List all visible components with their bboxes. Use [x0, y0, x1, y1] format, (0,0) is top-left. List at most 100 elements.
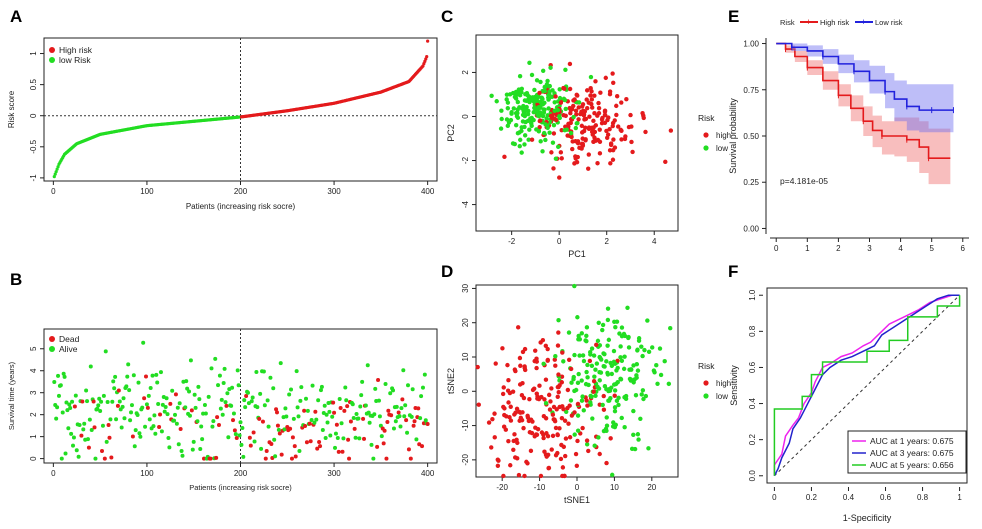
sample-point — [591, 139, 596, 144]
sample-point — [571, 376, 576, 382]
sample-point — [550, 140, 556, 145]
y-tick-label: 5 — [29, 346, 38, 351]
y-axis-label: Survival probability — [728, 98, 738, 174]
sample-point — [608, 360, 613, 366]
sample-point — [514, 406, 520, 412]
sample-point — [525, 461, 530, 466]
survival-point — [351, 416, 356, 421]
survival-point — [250, 395, 255, 400]
sample-point — [547, 407, 553, 412]
survival-point — [266, 424, 271, 429]
x-tick-label: 10 — [610, 483, 619, 492]
sample-point — [591, 378, 597, 384]
sample-point — [486, 420, 492, 425]
survival-point — [394, 404, 399, 409]
survival-point — [128, 418, 133, 423]
y-axis-label: Risk score — [7, 90, 16, 128]
sample-point — [511, 106, 516, 111]
sample-point — [552, 100, 557, 105]
sample-point — [550, 433, 556, 439]
sample-point — [597, 139, 603, 144]
x-axis-label: tSNE1 — [564, 495, 590, 505]
x-tick-label: 0.8 — [917, 493, 929, 502]
survival-point — [116, 388, 121, 393]
sample-point — [533, 348, 538, 353]
sample-point — [522, 133, 528, 138]
sample-point — [590, 416, 595, 421]
survival-point — [343, 385, 348, 390]
survival-point — [324, 412, 329, 417]
sample-point — [597, 451, 602, 457]
survival-point — [382, 428, 387, 433]
sample-point — [595, 384, 600, 389]
sample-point — [608, 161, 613, 166]
sample-point — [563, 113, 568, 118]
sample-point — [545, 434, 551, 439]
sample-point — [555, 144, 561, 149]
survival-point — [418, 416, 423, 421]
survival-point — [58, 383, 63, 388]
survival-point — [284, 414, 289, 419]
legend-label: low Risk — [59, 55, 91, 65]
survival-point — [402, 414, 407, 419]
sample-point — [619, 415, 624, 421]
sample-point — [510, 141, 516, 146]
sample-point — [605, 132, 611, 137]
survival-point — [218, 406, 223, 411]
sample-point — [559, 380, 565, 385]
sample-point — [522, 142, 527, 147]
sample-point — [574, 121, 579, 126]
survival-point — [260, 419, 265, 424]
survival-point — [265, 398, 270, 403]
sample-point — [611, 348, 617, 354]
survival-point — [114, 417, 119, 422]
legend-label: AUC at 3 years: 0.675 — [870, 448, 954, 458]
sample-point — [528, 116, 533, 121]
survival-point — [56, 373, 61, 378]
sample-point — [596, 110, 602, 116]
sample-point — [605, 343, 610, 348]
sample-point — [537, 124, 542, 130]
sample-point — [549, 150, 554, 155]
sample-point — [584, 88, 590, 93]
sample-point — [556, 372, 561, 377]
survival-point — [130, 434, 135, 439]
survival-point — [346, 437, 351, 442]
sample-point — [553, 156, 559, 161]
risk-point — [425, 55, 429, 59]
sample-point — [579, 130, 585, 135]
survival-point — [341, 436, 346, 441]
sample-point — [615, 379, 620, 385]
x-tick-label: 300 — [327, 469, 341, 478]
y-tick-label: 0.8 — [748, 325, 757, 337]
survival-point — [248, 443, 253, 448]
legend-title: Risk — [698, 113, 715, 123]
survival-point — [55, 405, 60, 410]
y-tick-label: 4 — [29, 368, 38, 373]
survival-point — [367, 420, 372, 425]
risk-point — [53, 172, 57, 176]
legend-label: High risk — [820, 18, 849, 27]
sample-point — [560, 473, 565, 479]
sample-point — [641, 396, 646, 402]
sample-point — [534, 432, 539, 437]
survival-point — [110, 399, 115, 404]
sample-point — [572, 410, 577, 415]
survival-point — [230, 385, 235, 390]
sample-point — [580, 143, 586, 148]
y-tick-label: 0 — [461, 389, 470, 394]
sample-point — [590, 105, 595, 110]
survival-point — [242, 398, 247, 403]
sample-point — [658, 372, 664, 378]
x-tick-label: 2 — [604, 237, 609, 246]
sample-point — [575, 413, 581, 418]
survival-point — [206, 394, 211, 399]
sample-point — [499, 108, 504, 113]
sample-point — [619, 100, 624, 105]
sample-point — [608, 141, 614, 146]
sample-point — [539, 394, 544, 400]
sample-point — [597, 378, 602, 383]
sample-point — [489, 93, 494, 98]
survival-point — [224, 403, 229, 408]
